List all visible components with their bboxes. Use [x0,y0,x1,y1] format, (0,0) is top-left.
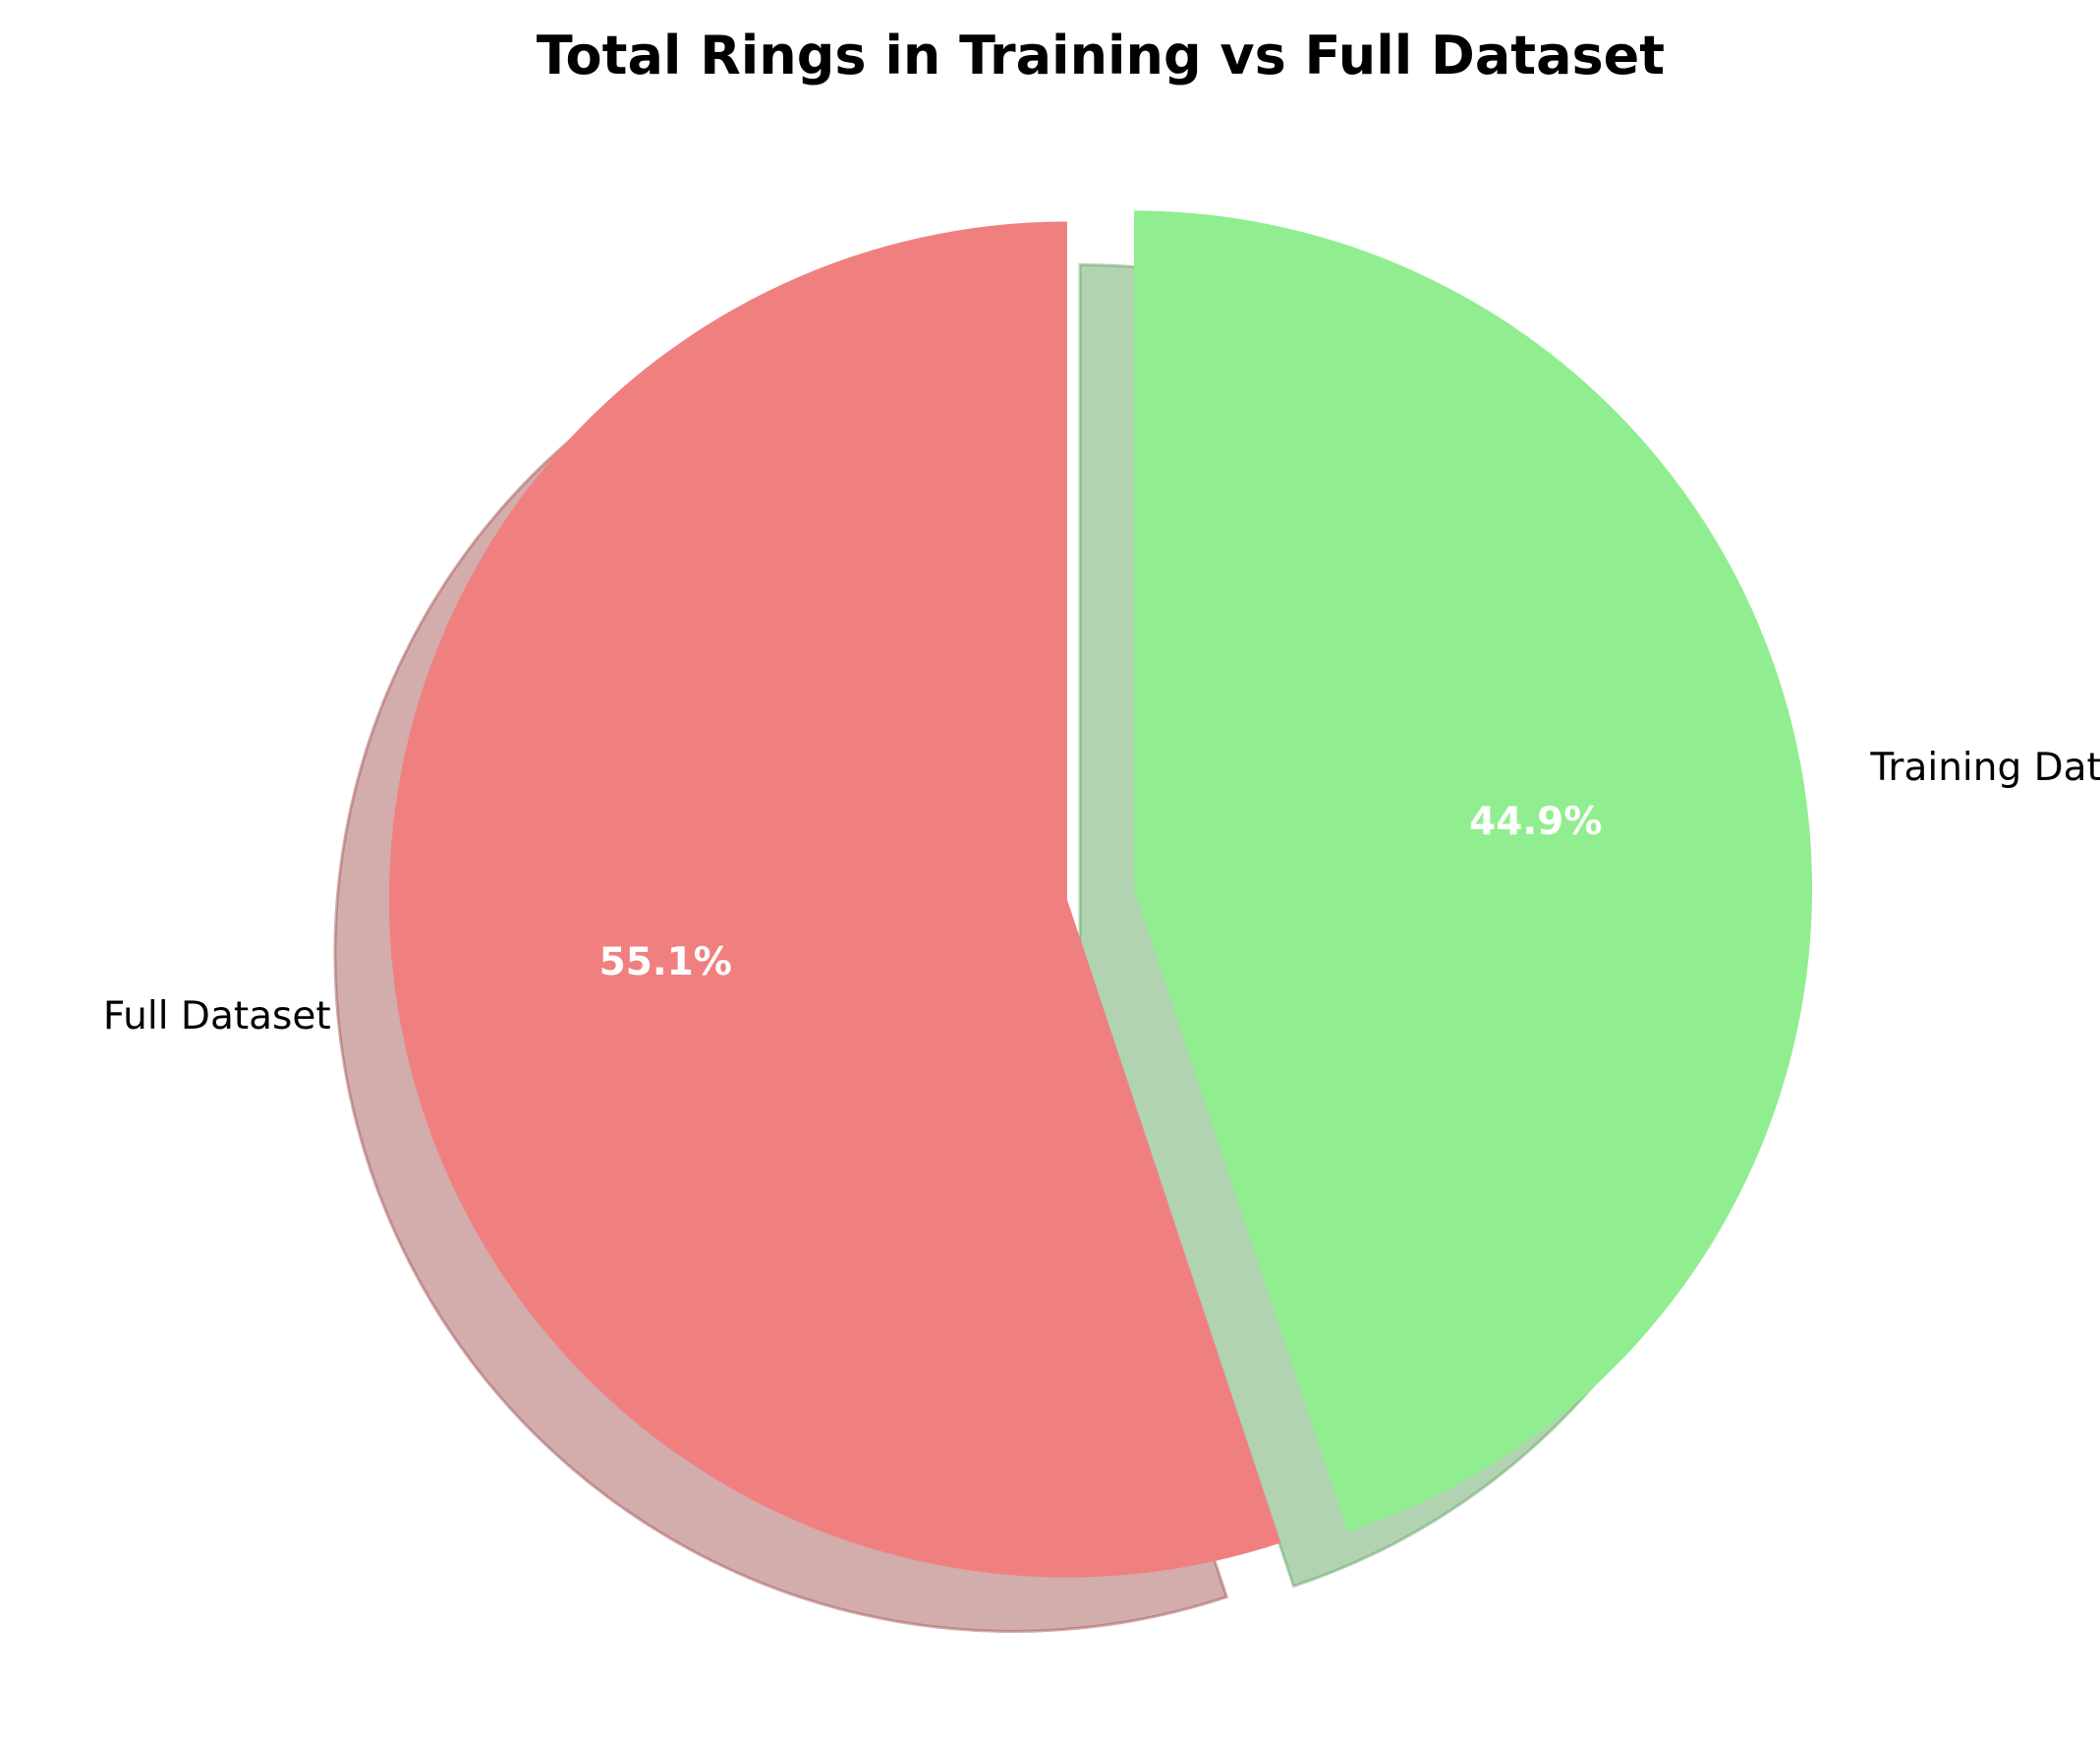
labels: Training Dataset 44.9% Full Dataset 55.1% [103,746,2100,1038]
pie-slice-training-dataset [1134,210,1813,1533]
slice-label-full-dataset: Full Dataset [103,994,331,1038]
slice-percent-full-dataset: 55.1% [599,940,732,984]
pie-slice-full-dataset [388,221,1281,1578]
chart-title: Total Rings in Training vs Full Dataset [537,25,1665,86]
slice-label-training-dataset: Training Dataset [1869,746,2100,790]
slices [388,210,1813,1578]
slice-percent-training-dataset: 44.9% [1469,800,1602,844]
